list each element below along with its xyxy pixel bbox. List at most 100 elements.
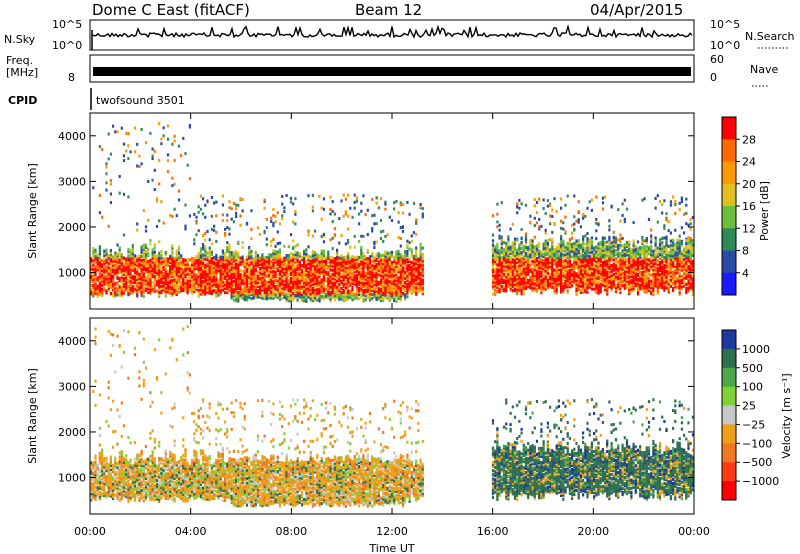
power-cell	[239, 214, 241, 217]
power-cell	[567, 242, 569, 245]
power-cell	[340, 234, 342, 237]
power-cell	[516, 265, 518, 268]
power-cell	[220, 256, 222, 259]
power-cell	[540, 271, 542, 274]
power-cell	[174, 159, 176, 162]
power-cell	[494, 268, 496, 271]
power-cell	[499, 229, 501, 232]
power-cell	[516, 239, 518, 242]
power-cell	[101, 274, 103, 277]
power-cell	[239, 269, 241, 272]
power-cell	[323, 250, 325, 253]
power-cell	[158, 219, 160, 222]
power-cell	[393, 291, 395, 294]
power-cell	[371, 227, 373, 230]
power-cell	[525, 236, 527, 239]
power-cell	[136, 165, 138, 168]
power-cell	[275, 267, 277, 270]
power-cell	[275, 220, 277, 223]
power-cell	[521, 278, 523, 281]
power-cell	[222, 204, 224, 207]
power-cell	[213, 270, 215, 273]
power-cell	[617, 260, 619, 263]
power-cell	[329, 208, 331, 211]
date-title: 04/Apr/2015	[590, 1, 683, 19]
power-cell	[114, 264, 116, 267]
power-cell	[198, 252, 200, 255]
power-cell	[270, 297, 272, 300]
power-cell	[343, 283, 345, 286]
power-cell	[569, 238, 571, 241]
power-cell	[371, 268, 373, 271]
power-cell	[492, 214, 494, 217]
power-cell	[110, 292, 112, 295]
power-cell	[92, 259, 94, 262]
power-cell	[211, 228, 213, 231]
power-cell	[562, 282, 564, 285]
power-cell	[294, 265, 296, 268]
power-cell	[406, 264, 408, 267]
power-cell	[571, 284, 573, 287]
power-cell	[283, 277, 285, 280]
power-cell	[325, 277, 327, 280]
power-cell	[138, 273, 140, 276]
power-cell	[525, 246, 527, 249]
power-cell	[356, 274, 358, 277]
power-cell	[595, 246, 597, 249]
power-cell	[105, 165, 107, 168]
power-cell	[398, 221, 400, 224]
power-cell	[123, 263, 125, 266]
power-cell	[521, 237, 523, 240]
power-cell	[239, 273, 241, 276]
power-cell	[145, 244, 147, 247]
power-cell	[584, 280, 586, 283]
power-cell	[367, 209, 369, 212]
power-cell	[521, 247, 523, 250]
power-cell	[180, 254, 182, 257]
power-cell	[191, 275, 193, 278]
power-cell	[569, 269, 571, 272]
power-cell	[373, 214, 375, 217]
power-cell	[121, 253, 123, 256]
power-cell	[156, 289, 158, 292]
power-cell	[290, 197, 292, 200]
power-cell	[270, 290, 272, 293]
power-cell	[242, 270, 244, 273]
power-cell	[110, 183, 112, 186]
power-cell	[297, 272, 299, 275]
power-cell	[211, 251, 213, 254]
power-cell	[145, 141, 147, 144]
power-cell	[222, 250, 224, 253]
power-cell	[123, 143, 125, 146]
power-cell	[130, 280, 132, 283]
power-cell	[584, 235, 586, 238]
power-cell	[259, 285, 261, 288]
power-cell	[492, 243, 494, 246]
power-cell	[202, 197, 204, 200]
power-cell	[182, 258, 184, 261]
power-cell	[323, 197, 325, 200]
power-cell	[163, 222, 165, 225]
power-cell	[575, 240, 577, 243]
nsky-tick-bottom: 10^0	[52, 39, 82, 52]
power-cell	[578, 200, 580, 203]
power-cell	[255, 286, 257, 289]
power-cell	[329, 238, 331, 241]
power-cell	[94, 265, 96, 268]
power-cell	[292, 253, 294, 256]
power-cell	[641, 257, 643, 260]
power-cell	[380, 197, 382, 200]
power-cell	[505, 242, 507, 245]
power-cell	[154, 283, 156, 286]
power-cell	[534, 198, 536, 201]
power-cell	[378, 287, 380, 290]
power-cell	[321, 278, 323, 281]
power-cell	[123, 283, 125, 286]
power-cell	[136, 282, 138, 285]
nsky-tick-top: 10^5	[52, 18, 82, 31]
power-cell	[160, 271, 162, 274]
power-cell	[141, 255, 143, 258]
power-cell	[158, 159, 160, 162]
power-cell	[281, 217, 283, 220]
power-cell	[622, 245, 624, 248]
